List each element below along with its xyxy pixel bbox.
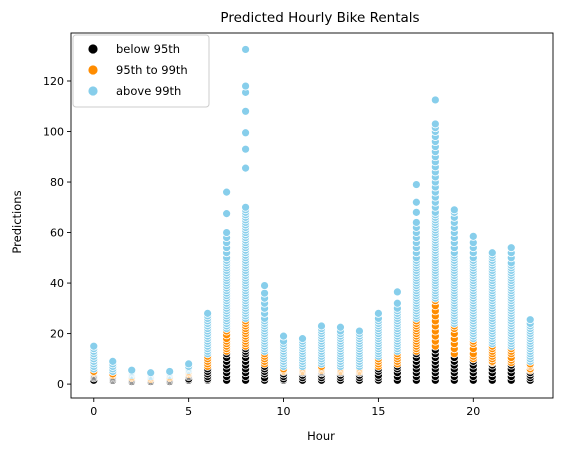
- data-point: [108, 356, 118, 366]
- data-point: [411, 180, 421, 189]
- data-point: [241, 163, 250, 173]
- y-axis-ticks: 0 20 40 60 80 100 120: [43, 75, 71, 391]
- x-tick-label: 15: [371, 405, 385, 418]
- data-point: [241, 81, 250, 91]
- data-point: [336, 322, 345, 332]
- data-point: [260, 288, 269, 298]
- x-axis-label: Hour: [307, 429, 335, 443]
- data-point: [241, 45, 250, 54]
- data-point: [374, 308, 383, 318]
- data-point: [298, 334, 307, 344]
- data-point: [146, 368, 156, 378]
- data-point: [89, 341, 99, 351]
- data-point: [411, 218, 421, 227]
- series-2: [89, 45, 535, 381]
- legend-label: above 99th: [116, 84, 181, 98]
- data-point: [525, 315, 535, 325]
- axes-frame: [70, 32, 554, 399]
- y-tick-label: 40: [50, 277, 64, 290]
- data-point: [430, 119, 440, 129]
- y-tick-label: 120: [43, 75, 64, 88]
- data-point: [392, 287, 402, 297]
- x-tick-label: 5: [185, 405, 192, 418]
- data-point: [241, 106, 250, 116]
- data-point: [127, 365, 137, 375]
- data-point: [203, 308, 213, 318]
- data-point: [449, 205, 459, 215]
- legend-box: [72, 34, 210, 108]
- legend-marker: [87, 64, 99, 76]
- data-point: [317, 321, 326, 331]
- data-point: [260, 281, 269, 291]
- x-tick-label: 0: [90, 405, 97, 418]
- points-layer: [89, 45, 535, 386]
- y-tick-label: 80: [50, 176, 64, 189]
- legend-label: 95th to 99th: [116, 63, 188, 77]
- y-tick-label: 20: [50, 328, 64, 341]
- x-axis-ticks: 0 5 10 15 20: [90, 398, 480, 418]
- legend-marker: [87, 43, 99, 55]
- data-point: [355, 326, 364, 336]
- data-point: [241, 128, 250, 138]
- legend: below 95th 95th to 99th above 99th: [72, 34, 210, 108]
- data-point: [279, 331, 288, 341]
- y-tick-label: 100: [43, 126, 64, 139]
- data-point: [222, 209, 232, 219]
- y-axis-label: Predictions: [10, 190, 24, 253]
- data-point: [411, 197, 421, 207]
- legend-label: below 95th: [116, 42, 180, 56]
- data-point: [430, 95, 440, 105]
- data-point: [165, 367, 175, 376]
- data-point: [487, 248, 497, 258]
- data-point: [222, 228, 232, 237]
- y-tick-label: 0: [57, 378, 64, 391]
- data-point: [241, 202, 250, 212]
- chart-title: Predicted Hourly Bike Rentals: [220, 10, 419, 26]
- data-point: [392, 298, 402, 308]
- data-point: [468, 231, 478, 241]
- data-point: [184, 359, 194, 369]
- legend-marker: [87, 85, 99, 97]
- data-point: [241, 144, 250, 154]
- x-tick-label: 20: [466, 405, 480, 418]
- x-tick-label: 10: [277, 405, 291, 418]
- data-point: [506, 243, 516, 253]
- y-tick-label: 60: [50, 227, 64, 240]
- data-point: [411, 207, 421, 217]
- legend-items: below 95th 95th to 99th above 99th: [87, 42, 188, 98]
- data-point: [222, 187, 232, 197]
